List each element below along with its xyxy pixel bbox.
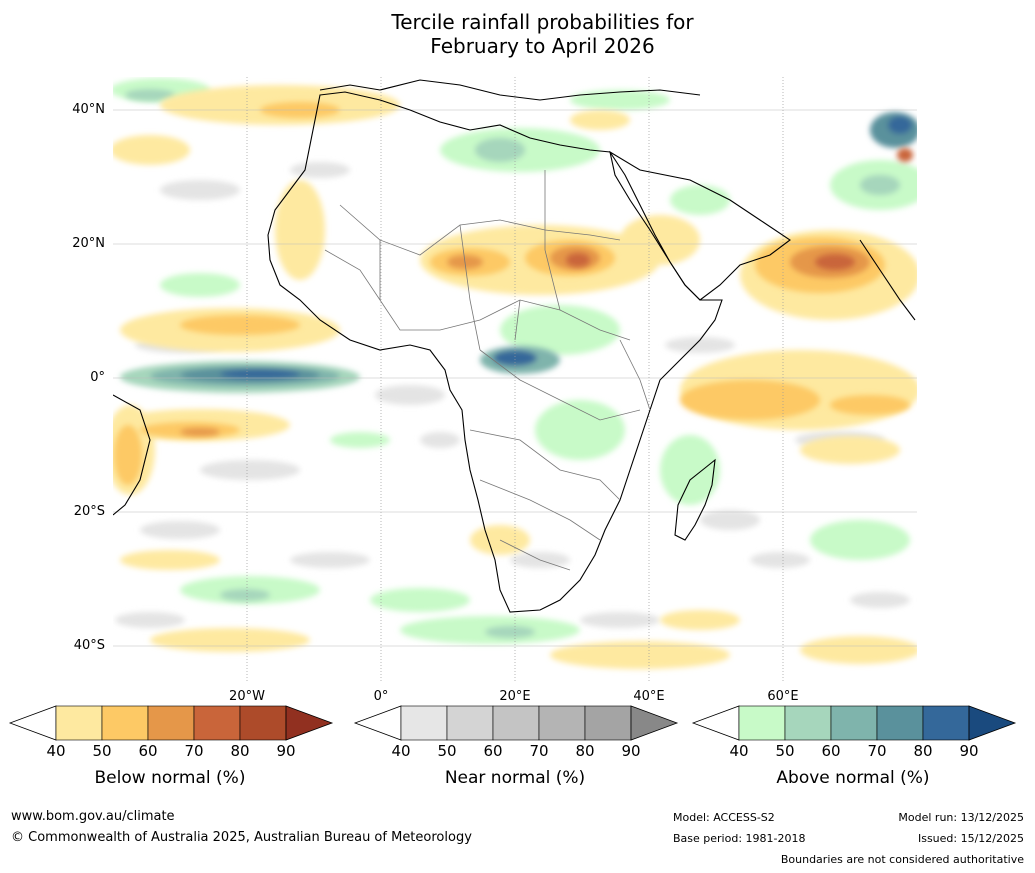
near-colorbar-tick-label: 50 [437,742,457,760]
near-colorbar-tick-label: 60 [483,742,503,760]
footer-website: www.bom.gov.au/climate [11,809,175,824]
above-colorbar-segment [738,705,786,741]
below-colorbar-tick-label: 70 [184,742,204,760]
above-colorbar-tick-label: 70 [867,742,887,760]
above-colorbar-tick-label: 90 [959,742,979,760]
below-colorbar-tick-label: 80 [230,742,250,760]
coastlines [113,79,916,613]
title-line-2: February to April 2026 [430,34,655,58]
india-coastline [859,239,916,321]
above-colorbar-tick-label: 40 [729,742,749,760]
below-colorbar-tick-label: 50 [92,742,112,760]
footer-issued: Issued: 15/12/2025 [917,832,1024,845]
below-colorbar-over-triangle [285,705,334,741]
near-colorbar-tick-label: 90 [621,742,641,760]
below-colorbar-tick-label: 40 [46,742,66,760]
near-colorbar-tick-label: 80 [575,742,595,760]
below-colorbar-segment [193,705,241,741]
above-colorbar-segment [876,705,924,741]
footer-base-period: Base period: 1981-2018 [673,832,806,845]
near-colorbar-under-triangle [353,705,402,741]
above-colorbar-segment [830,705,878,741]
africa-coastline [267,91,723,613]
near-colorbar-segment [446,705,494,741]
lon-label-60e: 60°E [767,689,799,704]
map-title: Tercile rainfall probabilities for Febru… [0,10,1035,58]
colorbar-above-title: Above normal (%) [776,768,930,788]
lat-label-40s: 40°S [73,638,105,653]
above-colorbar-tick-label: 80 [913,742,933,760]
above-colorbar-segment [922,705,970,741]
near-colorbar-segment [538,705,586,741]
below-colorbar-tick-label: 90 [276,742,296,760]
colorbar-near-title: Near normal (%) [444,768,586,788]
colorbar-below-normal [8,705,334,741]
lat-label-equator: 0° [90,370,105,385]
near-colorbar-segment [584,705,632,741]
south-america-coastline [113,394,151,516]
lon-label-40e: 40°E [633,689,665,704]
lon-label-0: 0° [373,689,389,704]
lat-label-20n: 20°N [72,236,105,251]
above-colorbar-segment [784,705,832,741]
colorbar-near-normal [353,705,679,741]
lat-label-20s: 20°S [73,504,105,519]
colorbar-above-normal [691,705,1017,741]
arabia-coastline [609,150,791,301]
near-colorbar-tick-label: 40 [391,742,411,760]
below-colorbar-segment [101,705,149,741]
near-colorbar-segment [492,705,540,741]
title-line-1: Tercile rainfall probabilities for [391,10,694,34]
above-colorbar-over-triangle [968,705,1017,741]
graticule [113,77,917,681]
footer-disclaimer: Boundaries are not considered authoritat… [780,853,1024,866]
above-colorbar-under-triangle [691,705,740,741]
lon-label-20w: 20°W [229,689,265,704]
near-colorbar-tick-label: 70 [529,742,549,760]
probability-shading [113,78,917,669]
madagascar-coastline [674,458,716,541]
country-borders [324,170,651,571]
above-colorbar-tick-label: 60 [821,742,841,760]
below-colorbar-under-triangle [8,705,57,741]
lat-label-40n: 40°N [72,102,105,117]
near-colorbar-segment [400,705,448,741]
below-colorbar-segment [147,705,195,741]
footer-copyright: © Commonwealth of Australia 2025, Austra… [11,830,472,845]
europe-coastline [319,79,701,101]
lon-label-20e: 20°E [499,689,531,704]
below-colorbar-segment [239,705,287,741]
above-colorbar-tick-label: 50 [775,742,795,760]
colorbar-below-title: Below normal (%) [94,768,246,788]
footer-model: Model: ACCESS-S2 [673,811,775,824]
below-colorbar-tick-label: 60 [138,742,158,760]
below-colorbar-segment [55,705,103,741]
near-colorbar-over-triangle [630,705,679,741]
footer-model-run: Model run: 13/12/2025 [898,811,1024,824]
